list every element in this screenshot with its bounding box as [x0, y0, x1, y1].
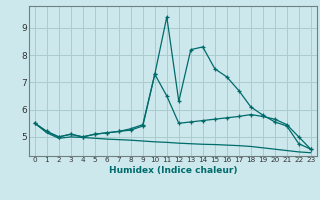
- X-axis label: Humidex (Indice chaleur): Humidex (Indice chaleur): [108, 166, 237, 175]
